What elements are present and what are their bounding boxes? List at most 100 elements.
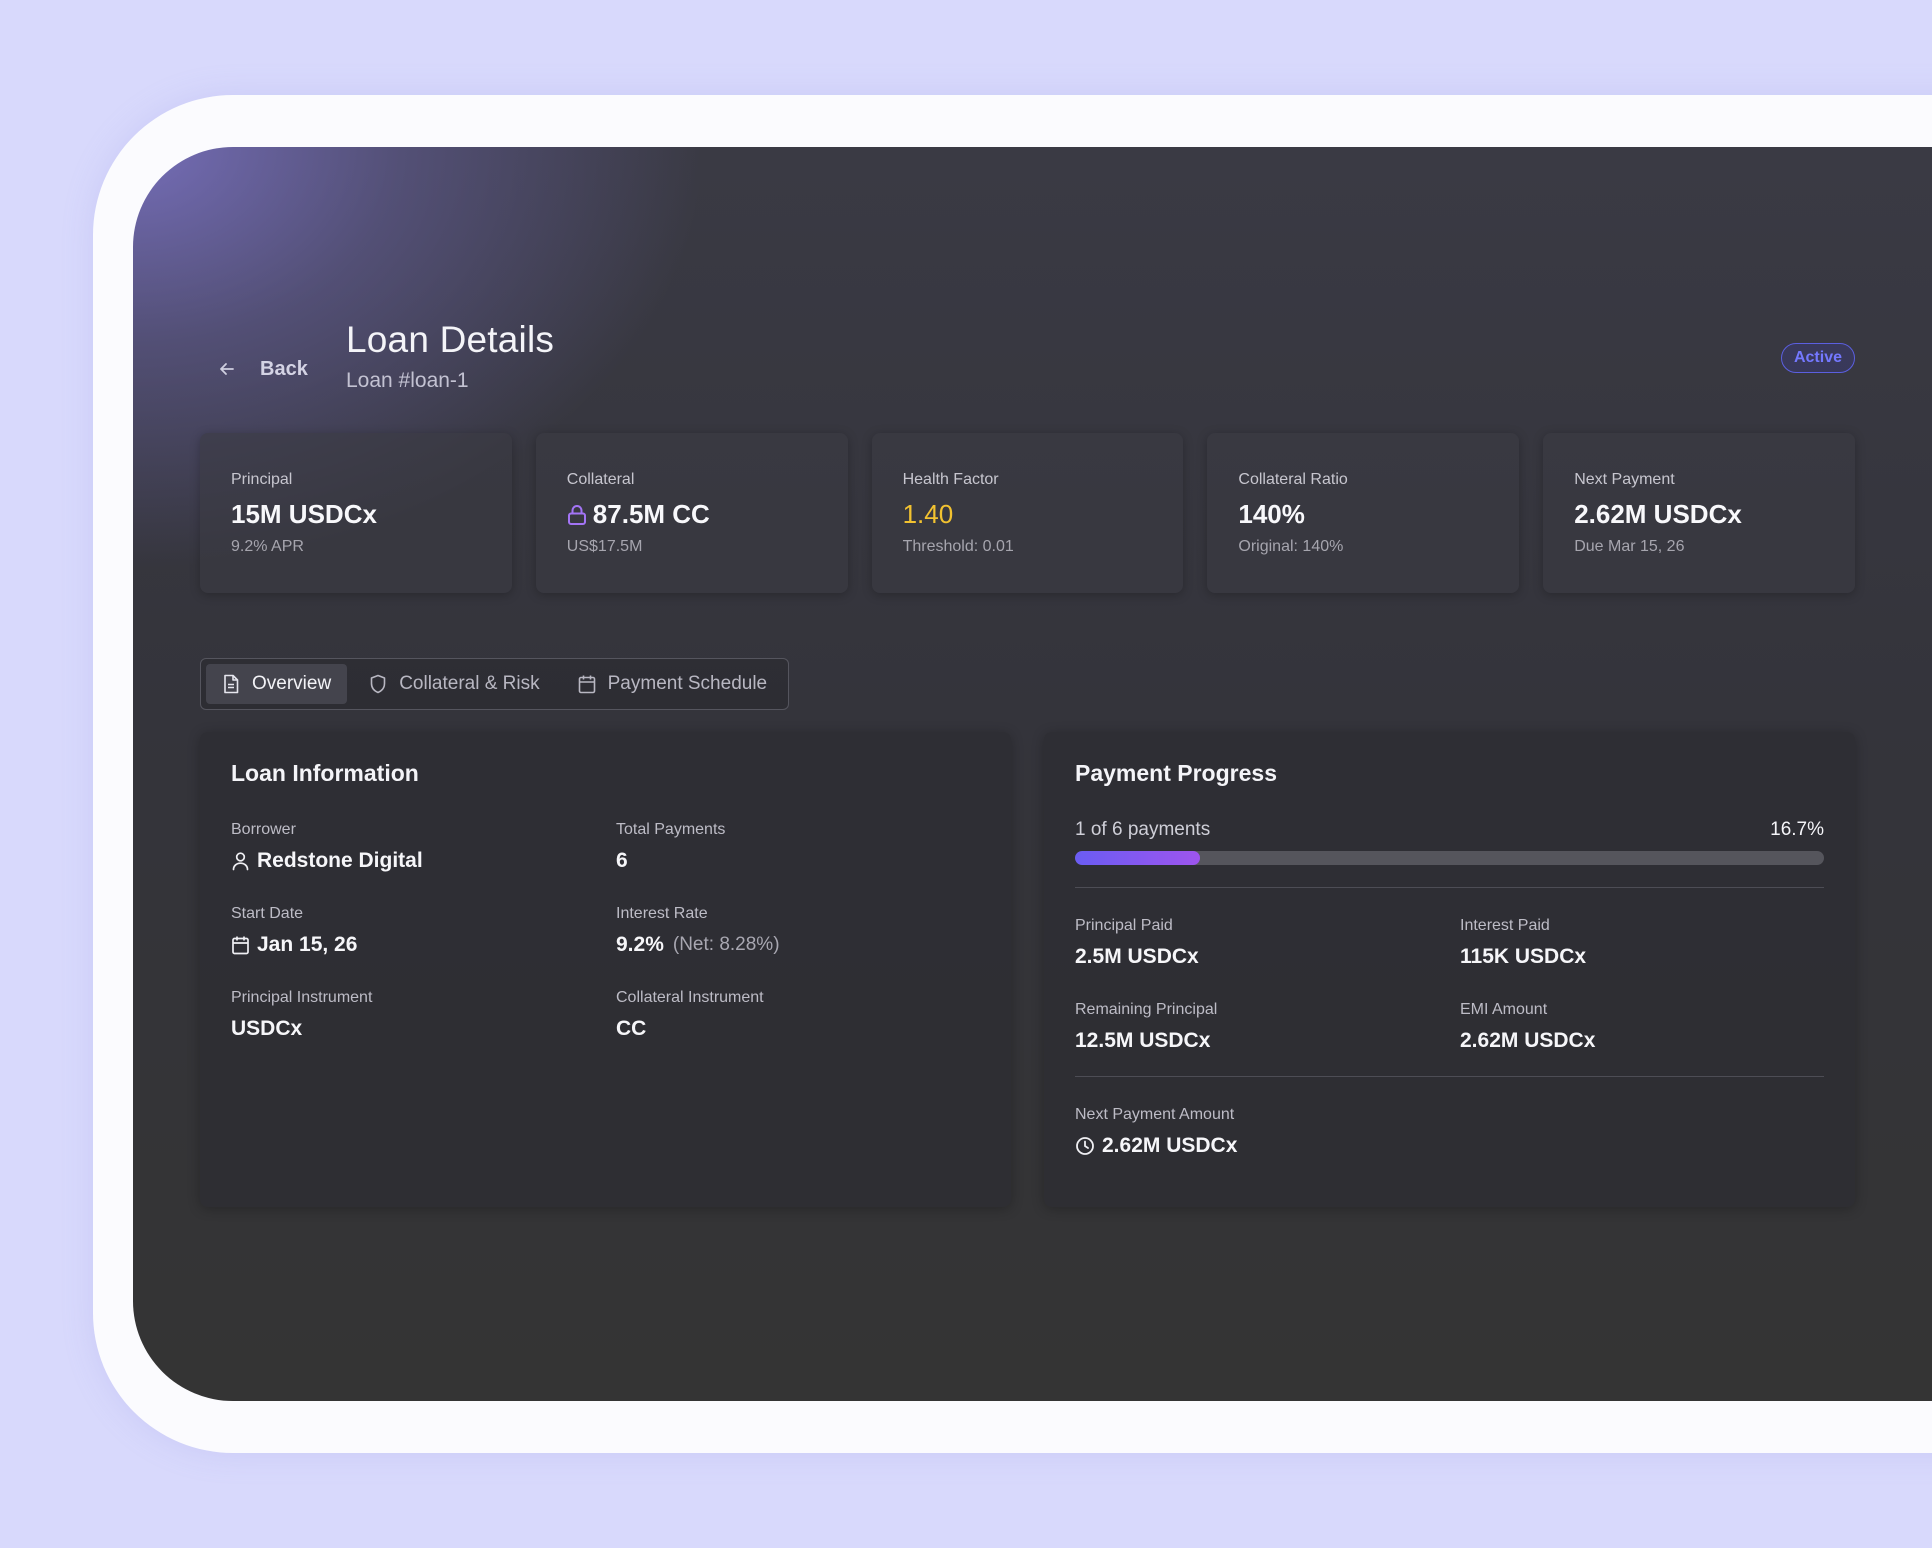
stat-sub: 9.2% APR [231, 538, 304, 555]
info-value: 2.5M USDCx [1075, 945, 1199, 968]
stat-label: Health Factor [902, 471, 999, 488]
lock-icon [567, 504, 587, 526]
progress-bar [1075, 851, 1824, 865]
stat-value-text: 140% [1238, 499, 1305, 529]
page-content: Back Loan Details Loan #loan-1 Active Pr… [200, 147, 1855, 1401]
info-label: Collateral Instrument [616, 989, 764, 1006]
info-value: 2.62M USDCx [1075, 1134, 1824, 1158]
stat-card-health-factor: Health Factor 1.40 Threshold: 0.01 [871, 433, 1184, 593]
principal-paid-field: Principal Paid 2.5M USDCx [1075, 917, 1460, 969]
stat-card-next-payment: Next Payment 2.62M USDCx Due Mar 15, 26 [1543, 433, 1855, 593]
stat-value-text: 1.40 [902, 499, 954, 529]
user-icon [231, 851, 250, 871]
arrow-left-icon [218, 360, 236, 378]
stat-value: 140% [1238, 499, 1489, 530]
document-icon [222, 674, 240, 694]
stat-card-collateral: Collateral 87.5M CC US$17.5M [535, 433, 848, 593]
info-label: Borrower [231, 821, 296, 838]
principal-instrument-field: Principal Instrument USDCx [231, 989, 616, 1041]
divider [1075, 1076, 1824, 1077]
loan-info-grid: Borrower Redstone Digital Total Payments… [231, 821, 980, 1041]
panel-title: Payment Progress [1075, 760, 1277, 786]
info-value: Jan 15, 26 [231, 933, 616, 957]
info-value: Redstone Digital [231, 849, 616, 873]
info-label: EMI Amount [1460, 1001, 1548, 1018]
collateral-instrument-field: Collateral Instrument CC [616, 989, 980, 1041]
tab-label: Payment Schedule [607, 673, 768, 694]
status-badge: Active [1780, 343, 1855, 373]
total-payments-field: Total Payments 6 [616, 821, 980, 873]
payment-progress-panel: Payment Progress 1 of 6 payments 16.7% P… [1044, 732, 1855, 1207]
next-payment-amount: 2.62M USDCx [1102, 1134, 1238, 1157]
info-label: Next Payment Amount [1075, 1106, 1235, 1123]
info-label: Interest Paid [1460, 917, 1550, 934]
interest-rate-field: Interest Rate 9.2% (Net: 8.28%) [616, 905, 980, 957]
start-date-field: Start Date Jan 15, 26 [231, 905, 616, 957]
info-label: Remaining Principal [1075, 1001, 1218, 1018]
progress-row: 1 of 6 payments 16.7% [1075, 819, 1824, 841]
info-label: Total Payments [616, 821, 726, 838]
stat-value-text: 87.5M CC [592, 499, 710, 529]
info-label: Principal Paid [1075, 917, 1173, 934]
stat-label: Collateral Ratio [1238, 471, 1348, 488]
info-label: Start Date [231, 905, 304, 922]
stat-card-collateral-ratio: Collateral Ratio 140% Original: 140% [1207, 433, 1520, 593]
info-value: 2.62M USDCx [1460, 1029, 1596, 1052]
back-button[interactable]: Back [218, 347, 308, 391]
stat-sub: Original: 140% [1238, 538, 1344, 555]
tab-bar: Overview Collateral & Risk Payment Sched… [200, 658, 790, 710]
stat-value: 15M USDCx [231, 499, 482, 530]
tab-label: Overview [252, 673, 332, 694]
interest-paid-field: Interest Paid 115K USDCx [1460, 917, 1824, 969]
stat-value: 87.5M CC [567, 499, 818, 530]
app-screen: Back Loan Details Loan #loan-1 Active Pr… [133, 147, 1932, 1401]
back-label: Back [260, 357, 308, 380]
borrower-name: Redstone Digital [257, 849, 423, 872]
tab-label: Collateral & Risk [399, 673, 540, 694]
progress-label: 1 of 6 payments [1075, 819, 1211, 840]
emi-amount-field: EMI Amount 2.62M USDCx [1460, 1001, 1824, 1053]
calendar-icon [578, 674, 596, 694]
stat-label: Principal [231, 471, 293, 488]
stat-sub: Threshold: 0.01 [902, 538, 1014, 555]
tab-collateral-risk[interactable]: Collateral & Risk [353, 664, 555, 704]
stat-value-text: 15M USDCx [231, 499, 377, 529]
stat-sub: Due Mar 15, 26 [1574, 538, 1685, 555]
start-date: Jan 15, 26 [257, 933, 358, 956]
progress-percent: 16.7% [1770, 819, 1824, 840]
stat-label: Next Payment [1574, 471, 1675, 488]
page-title: Loan Details [346, 319, 555, 360]
stat-value-text: 2.62M USDCx [1574, 499, 1742, 529]
borrower-field: Borrower Redstone Digital [231, 821, 616, 873]
loan-information-panel: Loan Information Borrower Redstone Digit… [200, 732, 1011, 1207]
interest-rate-net: (Net: 8.28%) [672, 934, 780, 955]
info-value: CC [616, 1017, 647, 1040]
panel-title: Loan Information [231, 760, 419, 786]
next-payment-field: Next Payment Amount 2.62M USDCx [1075, 1106, 1824, 1158]
info-value: 9.2% (Net: 8.28%) [616, 933, 980, 957]
page-subtitle: Loan #loan-1 [346, 369, 469, 392]
info-label: Principal Instrument [231, 989, 373, 1006]
clock-icon [1075, 1136, 1095, 1156]
info-value: 12.5M USDCx [1075, 1029, 1211, 1052]
stat-card-principal: Principal 15M USDCx 9.2% APR [200, 433, 512, 593]
stats-row: Principal 15M USDCx 9.2% APR Collateral … [200, 433, 1855, 593]
info-value: 115K USDCx [1460, 945, 1587, 968]
progress-fill [1075, 851, 1201, 865]
tab-overview[interactable]: Overview [206, 664, 348, 704]
calendar-icon [231, 935, 250, 955]
info-label: Interest Rate [616, 905, 708, 922]
tab-payment-schedule[interactable]: Payment Schedule [562, 664, 784, 704]
info-value: USDCx [231, 1017, 303, 1040]
divider [1075, 887, 1824, 888]
interest-rate: 9.2% [616, 933, 664, 956]
stat-value: 2.62M USDCx [1574, 499, 1825, 530]
shield-icon [369, 674, 387, 694]
payment-summary-grid: Principal Paid 2.5M USDCx Interest Paid … [1075, 917, 1824, 1053]
stat-sub: US$17.5M [566, 538, 643, 555]
remaining-principal-field: Remaining Principal 12.5M USDCx [1075, 1001, 1460, 1053]
title-block: Loan Details Loan #loan-1 [346, 319, 554, 393]
info-value: 6 [616, 849, 628, 872]
stat-value: 1.40 [903, 499, 1154, 530]
stat-label: Collateral [566, 471, 635, 488]
